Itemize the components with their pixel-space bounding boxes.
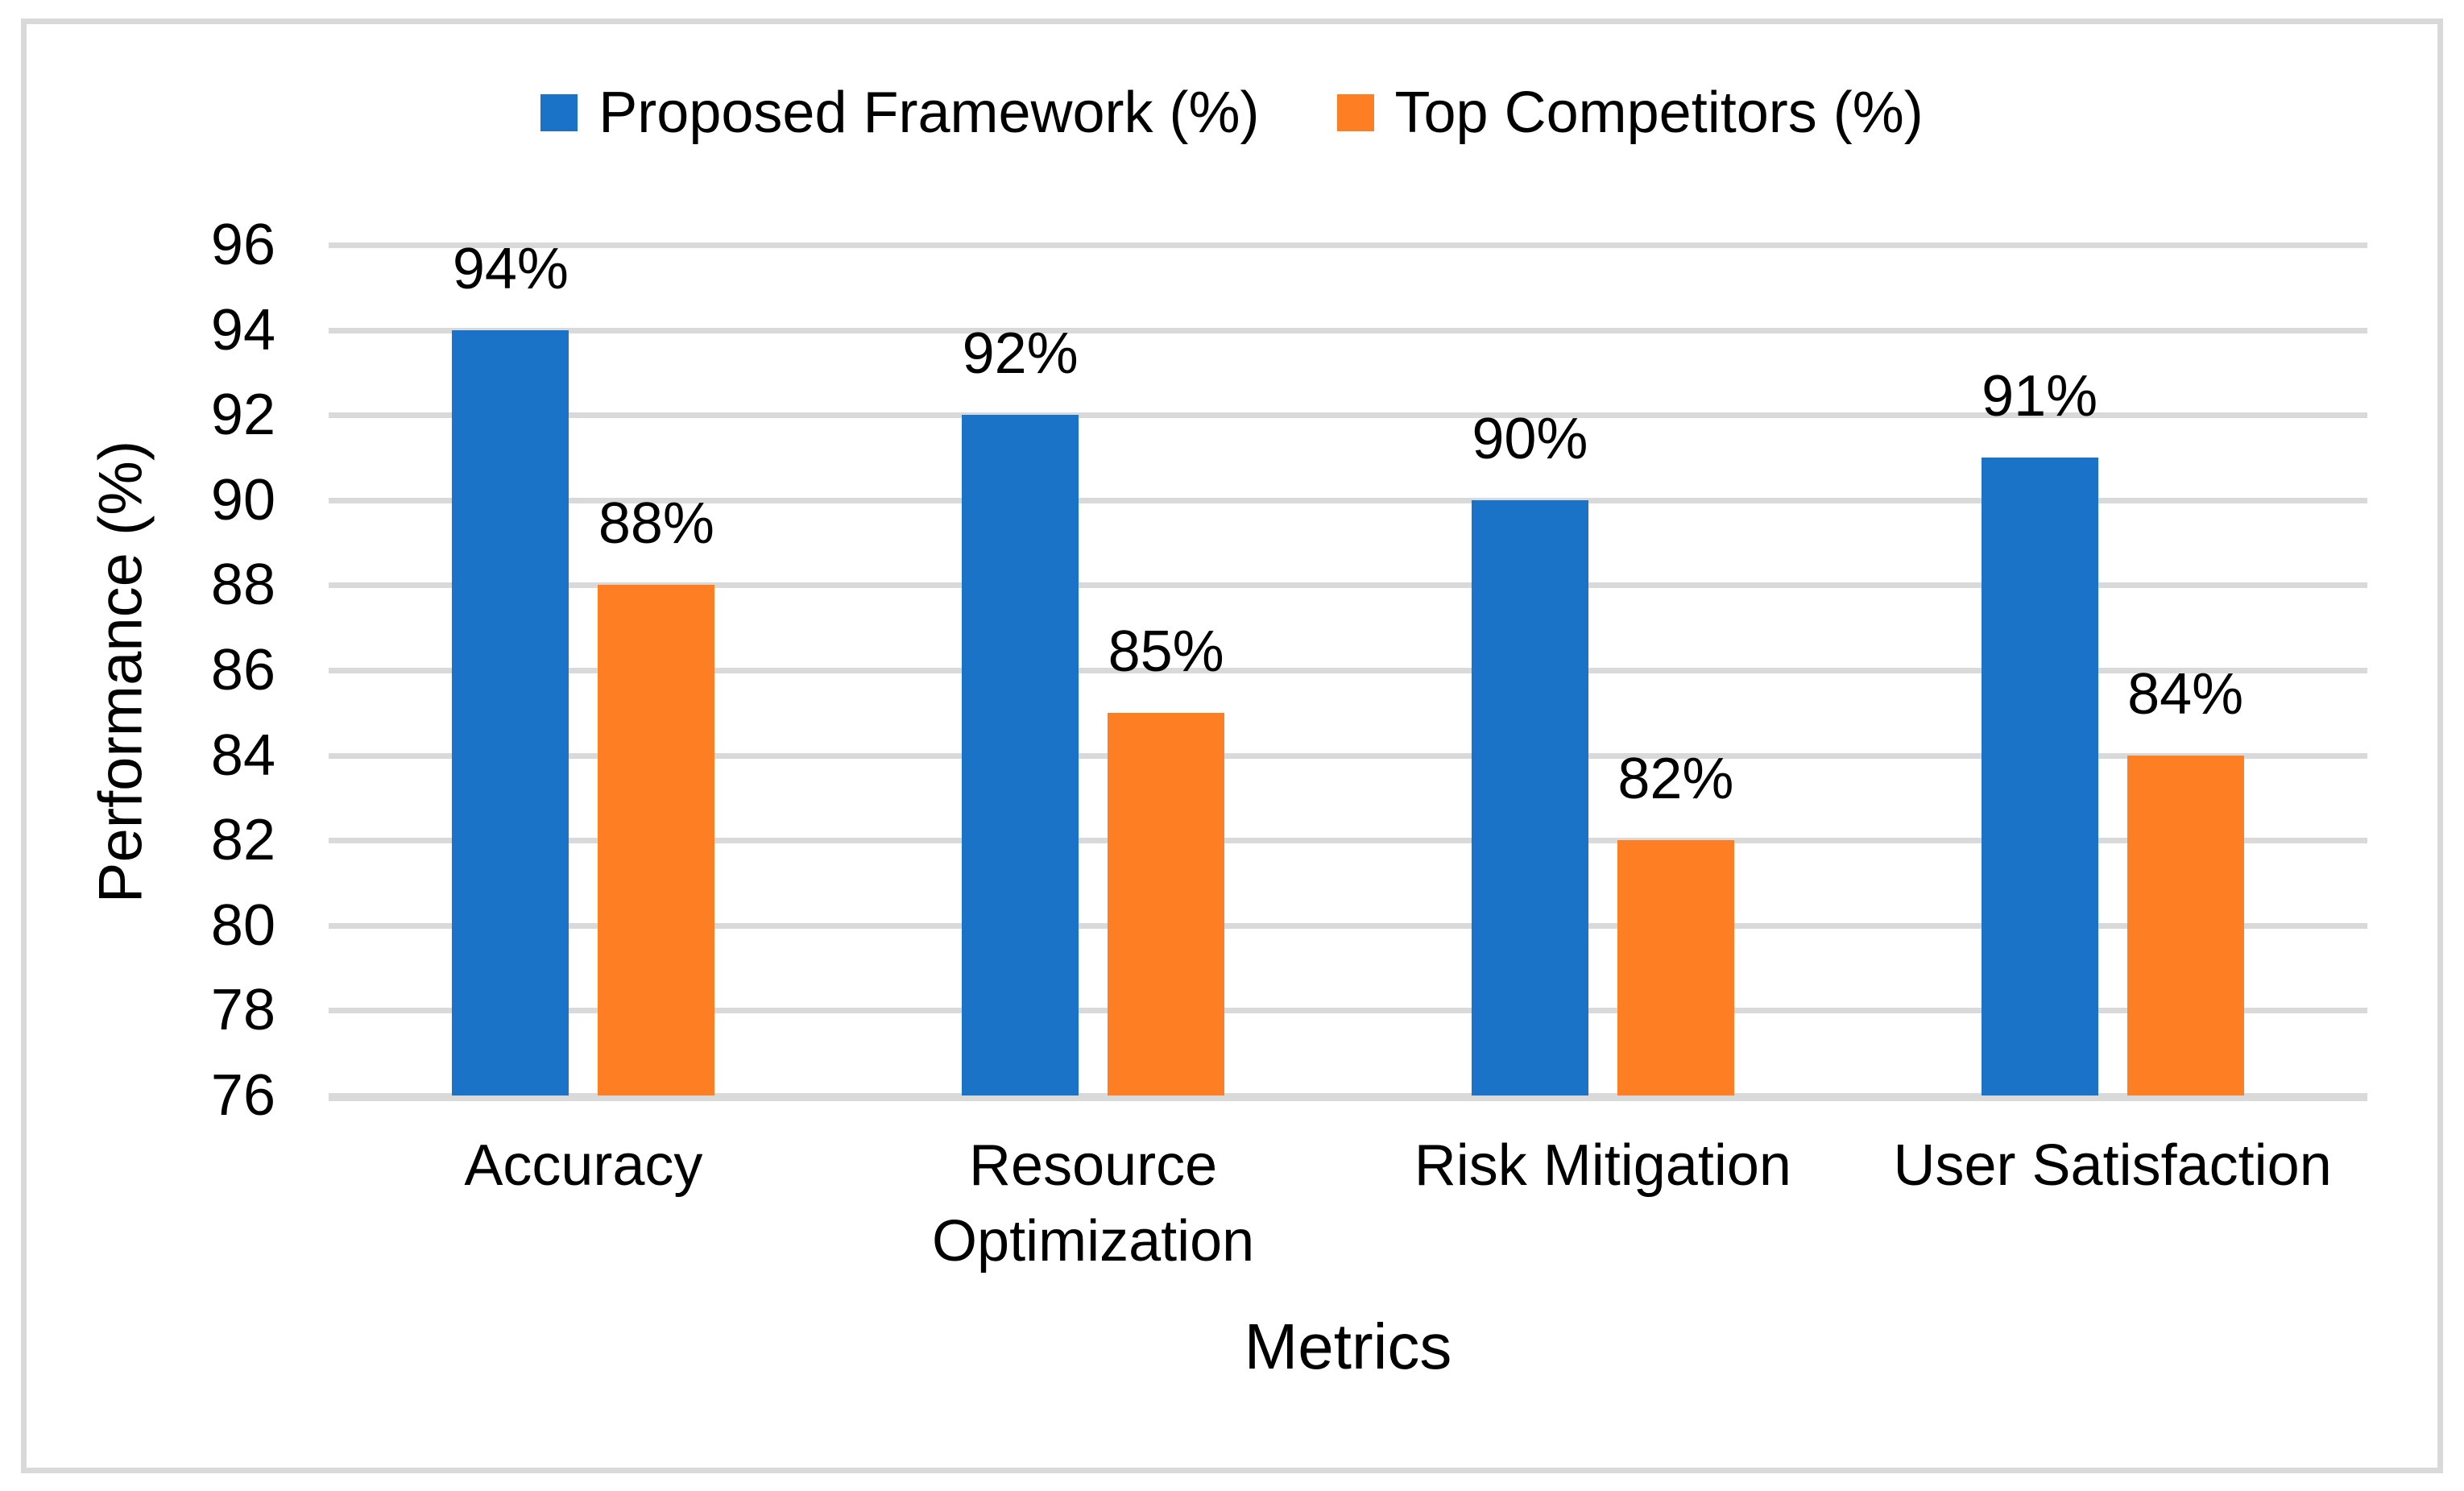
legend: Proposed Framework (%) Top Competitors (… — [0, 84, 2464, 142]
bar-proposed-framework-accuracy — [452, 329, 569, 1095]
gridline — [329, 752, 2367, 759]
bar-proposed-framework-resource-optimization — [962, 415, 1079, 1095]
bar-top-competitors-accuracy — [598, 585, 715, 1095]
y-tick-label: 80 — [210, 893, 275, 958]
gridline — [329, 582, 2367, 589]
chart-border-frame — [21, 19, 2443, 1473]
gridline — [329, 497, 2367, 503]
gridline — [329, 838, 2367, 844]
y-tick-label: 94 — [210, 297, 275, 362]
x-category-label: User Satisfaction — [1893, 1133, 2332, 1198]
y-tick-label: 96 — [210, 213, 275, 277]
bar-value-label: 90% — [1472, 406, 1588, 471]
x-category-label: Risk Mitigation — [1414, 1133, 1791, 1198]
bar-value-label: 82% — [1617, 747, 1734, 812]
bar-top-competitors-user-satisfaction — [2126, 755, 2244, 1095]
x-category-label: Resource Optimization — [932, 1133, 1255, 1274]
x-axis-line — [329, 1095, 2367, 1101]
bar-value-label: 85% — [1108, 619, 1224, 684]
bar-value-label: 88% — [598, 491, 714, 557]
y-tick-label: 88 — [210, 553, 275, 618]
y-tick-label: 82 — [210, 808, 275, 873]
legend-swatch-icon — [1336, 94, 1374, 131]
gridline — [329, 1008, 2367, 1014]
y-tick-label: 84 — [210, 723, 275, 788]
legend-swatch-icon — [540, 94, 578, 131]
x-axis-title: Metrics — [1244, 1311, 1452, 1382]
x-category-label: Accuracy — [464, 1133, 703, 1198]
legend-item-proposed-framework: Proposed Framework (%) — [540, 81, 1260, 145]
y-tick-label: 90 — [210, 467, 275, 532]
y-tick-label: 78 — [210, 978, 275, 1043]
bar-value-label: 84% — [2127, 661, 2244, 727]
gridline — [329, 327, 2367, 333]
gridline — [329, 242, 2367, 248]
gridline — [329, 412, 2367, 419]
legend-label: Proposed Framework (%) — [598, 81, 1260, 145]
bar-value-label: 91% — [1982, 364, 2098, 429]
y-tick-label: 92 — [210, 383, 275, 448]
gridline — [329, 922, 2367, 929]
bar-value-label: 94% — [452, 236, 569, 301]
bar-proposed-framework-risk-mitigation — [1471, 499, 1588, 1095]
y-tick-label: 86 — [210, 638, 275, 702]
legend-item-top-competitors: Top Competitors (%) — [1336, 81, 1924, 145]
bar-top-competitors-risk-mitigation — [1617, 840, 1734, 1095]
legend-label: Top Competitors (%) — [1394, 81, 1924, 145]
bar-proposed-framework-user-satisfaction — [1981, 458, 2098, 1095]
bar-value-label: 92% — [962, 321, 1079, 387]
bar-top-competitors-resource-optimization — [1108, 712, 1225, 1095]
gridline — [329, 668, 2367, 673]
y-tick-label: 76 — [210, 1063, 275, 1128]
